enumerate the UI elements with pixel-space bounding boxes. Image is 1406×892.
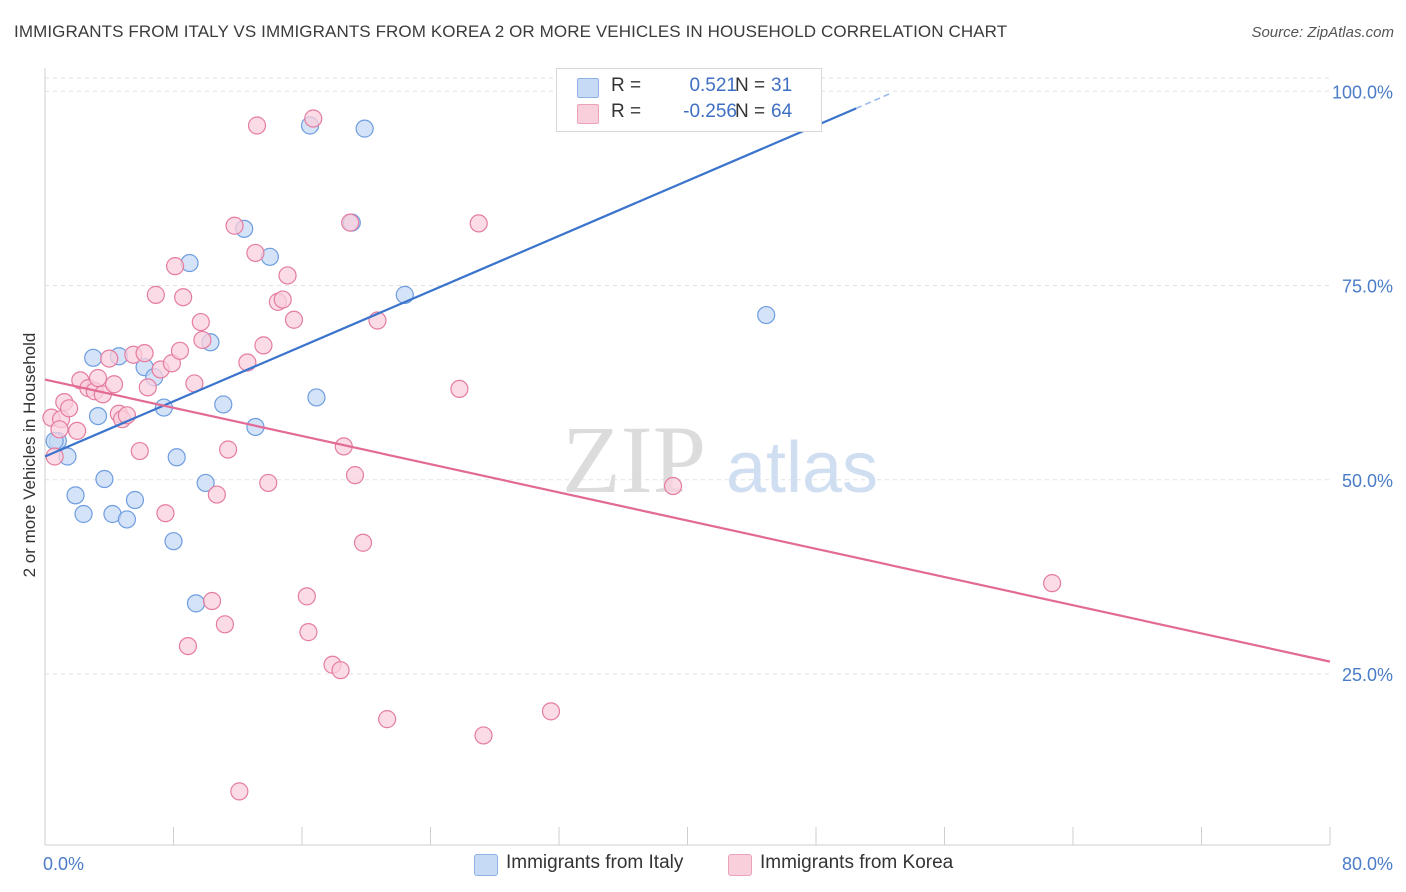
data-point-italy — [214, 395, 233, 414]
data-point-korea — [193, 330, 212, 350]
trend-line-italy-extension — [855, 92, 891, 110]
data-point-italy — [757, 305, 776, 325]
source-label: Source: ZipAtlas.com — [1251, 24, 1394, 41]
data-point-korea — [378, 710, 397, 729]
legend-label-korea: Immigrants from Korea — [760, 852, 954, 873]
watermark-zip: ZIP — [562, 406, 706, 513]
legend-n-value: 31 — [771, 75, 793, 96]
data-point-korea — [297, 587, 316, 606]
data-point-korea — [178, 636, 198, 656]
data-point-korea — [191, 312, 210, 332]
legend-r-label: R = — [611, 75, 642, 96]
data-point-korea — [225, 216, 244, 235]
y-tick-label: 25.0% — [1342, 665, 1393, 685]
data-point-korea — [450, 379, 469, 399]
data-point-korea — [541, 702, 561, 721]
data-point-korea — [353, 533, 373, 552]
data-point-korea — [219, 440, 238, 459]
y-tick-label: 50.0% — [1342, 471, 1393, 491]
data-point-korea — [202, 591, 222, 611]
data-point-korea — [469, 214, 488, 233]
data-point-italy — [355, 119, 374, 138]
data-point-korea — [259, 473, 278, 493]
data-point-korea — [284, 310, 304, 329]
legend-r-label: R = — [611, 101, 642, 122]
data-point-italy — [88, 406, 108, 426]
data-point-italy — [74, 504, 93, 524]
chart-title: IMMIGRANTS FROM ITALY VS IMMIGRANTS FROM… — [14, 22, 1008, 41]
watermark: ZIP atlas — [562, 406, 878, 513]
legend-r-value: 0.521 — [689, 75, 737, 96]
y-tick-label: 100.0% — [1332, 82, 1393, 102]
data-point-korea — [215, 615, 234, 634]
legend-swatch-korea — [577, 104, 599, 124]
data-point-korea — [174, 288, 193, 307]
data-point-korea — [170, 341, 190, 360]
data-point-korea — [278, 266, 297, 285]
data-point-korea — [68, 421, 87, 440]
tick-labels: 25.0% 50.0% 75.0% 100.0% 0.0% 80.0% — [43, 82, 1393, 874]
trend-line-korea — [44, 378, 1331, 663]
series-legend: Immigrants from Italy Immigrants from Ko… — [0, 852, 1406, 878]
legend-n-label: N = — [735, 75, 766, 96]
data-point-korea — [246, 243, 265, 263]
data-point-italy — [84, 348, 103, 367]
y-tick-label: 75.0% — [1342, 277, 1393, 297]
data-point-italy — [307, 388, 326, 407]
data-point-korea — [104, 375, 124, 394]
data-point-korea — [166, 257, 185, 276]
data-point-korea — [247, 116, 267, 135]
data-point-korea — [474, 726, 493, 745]
data-point-italy — [395, 285, 414, 304]
data-point-korea — [230, 782, 249, 801]
correlation-legend: R = 0.521 N = 31 R = -0.256 N = 64 — [556, 68, 822, 132]
data-point-korea — [345, 466, 365, 485]
data-point-korea — [299, 623, 318, 642]
data-point-italy — [66, 486, 85, 505]
data-point-italy — [125, 490, 145, 510]
legend-n-label: N = — [735, 101, 766, 122]
data-point-korea — [273, 290, 292, 309]
legend-n-value: 64 — [771, 101, 793, 122]
trend-lines — [44, 92, 1331, 663]
data-point-korea — [50, 420, 69, 439]
data-point-korea — [331, 661, 350, 680]
data-point-korea — [304, 109, 323, 128]
data-point-korea — [59, 399, 79, 418]
data-point-italy — [117, 510, 137, 529]
data-point-korea — [254, 336, 273, 355]
data-point-korea — [135, 344, 154, 363]
trend-line-italy — [44, 107, 857, 458]
data-point-korea — [156, 504, 175, 523]
data-point-italy — [164, 532, 183, 551]
data-point-korea — [238, 353, 257, 372]
data-point-korea — [88, 368, 108, 388]
legend-label-italy: Immigrants from Italy — [506, 852, 684, 873]
data-point-korea — [138, 378, 157, 397]
legend-swatch-italy — [474, 854, 498, 876]
watermark-atlas: atlas — [726, 428, 878, 508]
data-point-korea — [207, 485, 226, 504]
data-point-italy — [186, 594, 206, 613]
data-point-italy — [167, 448, 186, 467]
data-point-korea — [1043, 574, 1062, 593]
legend-swatch-italy — [577, 78, 599, 98]
legend-r-value: -0.256 — [683, 101, 737, 122]
x-tick-label: 0.0% — [43, 854, 84, 874]
grid-lines — [45, 77, 1330, 675]
data-point-korea — [341, 213, 360, 232]
legend-swatch-korea — [728, 854, 752, 876]
x-tick-label: 80.0% — [1342, 854, 1393, 874]
data-point-korea — [146, 285, 165, 304]
data-point-korea — [663, 476, 683, 496]
data-point-korea — [130, 441, 149, 461]
data-points — [42, 109, 1062, 801]
data-point-korea — [100, 349, 119, 368]
data-point-italy — [196, 473, 215, 493]
data-point-italy — [95, 469, 114, 489]
